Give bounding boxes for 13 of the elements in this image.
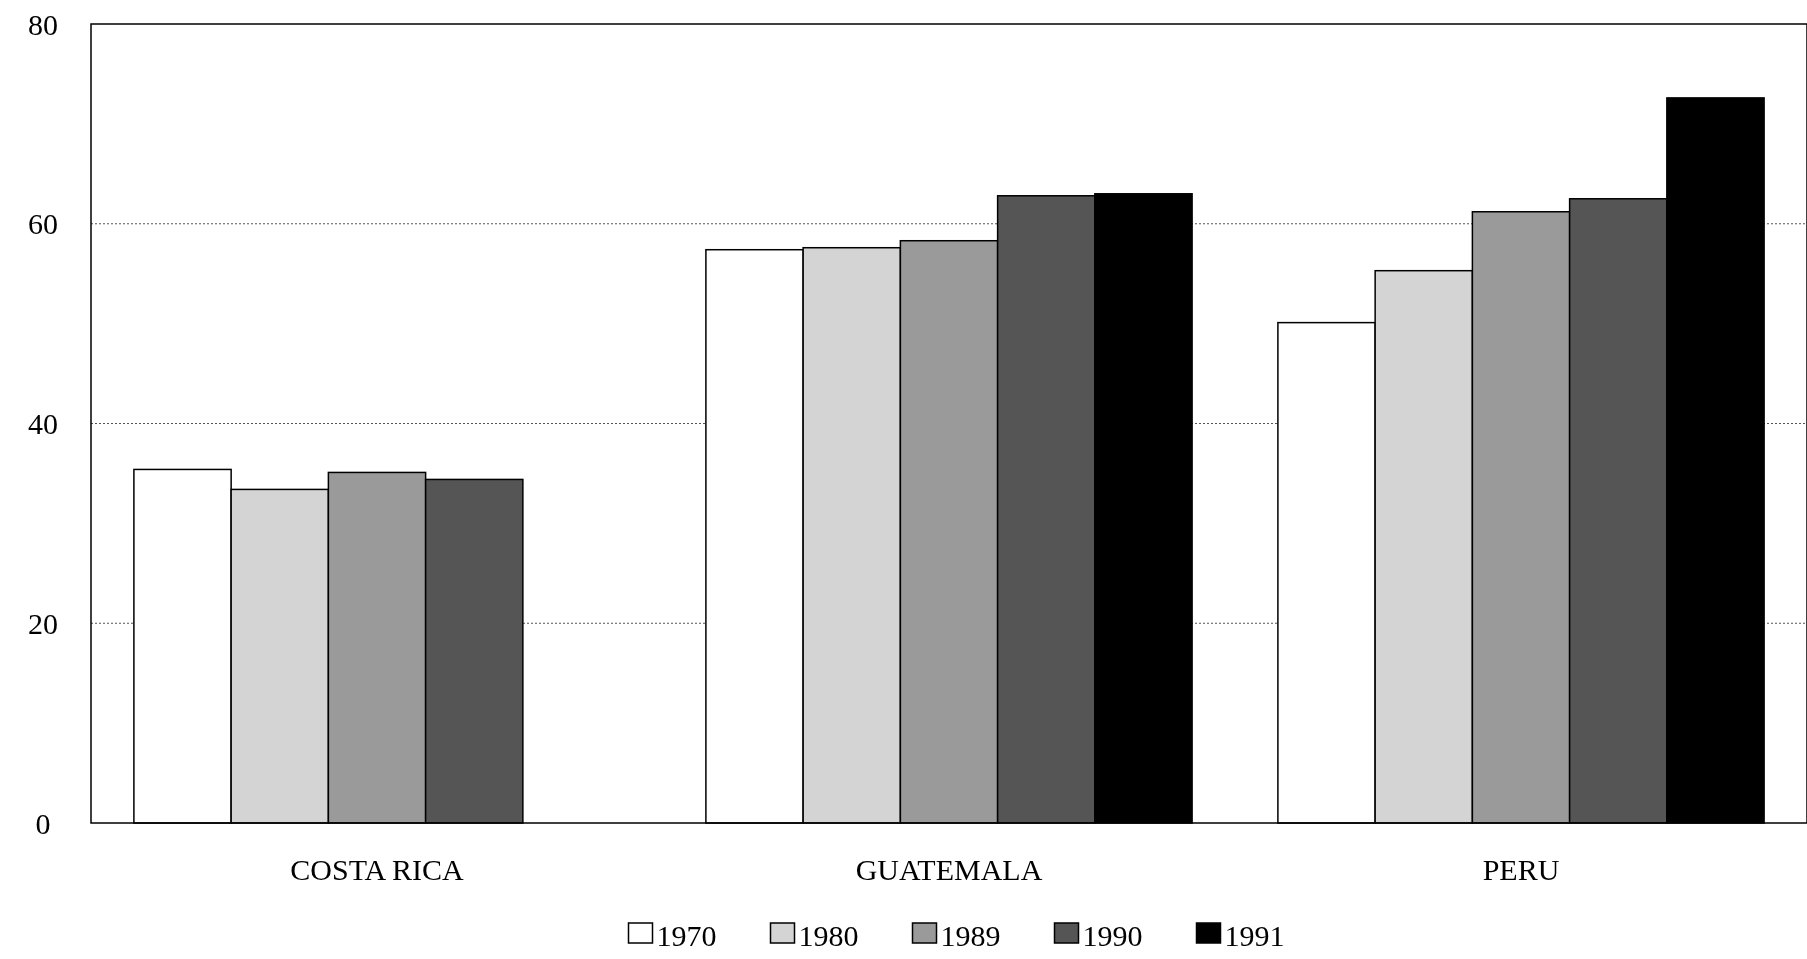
y-tick-label: 0 bbox=[35, 806, 51, 840]
y-tick-label: 60 bbox=[28, 207, 58, 241]
y-tick-label: 80 bbox=[28, 7, 58, 41]
legend-label: 1980 bbox=[798, 918, 859, 952]
y-tick-label: 40 bbox=[28, 407, 58, 440]
legend-label: 1970 bbox=[656, 918, 717, 952]
y-tick-label: 20 bbox=[28, 606, 58, 640]
x-tick-label: COSTA RICA bbox=[290, 853, 465, 886]
legend-label: 1991 bbox=[1224, 918, 1285, 952]
legend-label: 1990 bbox=[1082, 918, 1143, 952]
x-tick-label: PERU bbox=[1482, 853, 1560, 886]
legend-label: 1989 bbox=[940, 918, 1001, 952]
x-tick-label: GUATEMALA bbox=[855, 853, 1043, 886]
